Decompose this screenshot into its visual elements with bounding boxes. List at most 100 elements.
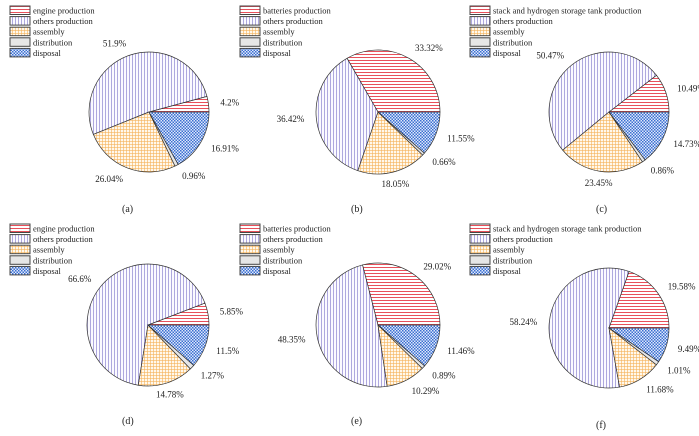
- legend-label-others: others production: [33, 234, 93, 244]
- legend-swatch-others: [9, 16, 31, 26]
- data-label-production: 33.32%: [415, 43, 443, 53]
- legend-label-production: engine production: [33, 224, 95, 234]
- data-label-distribution: 1.01%: [667, 365, 691, 375]
- panel-caption: (f): [596, 420, 606, 431]
- panel-caption: (c): [596, 204, 607, 215]
- legend-swatch-production: [469, 223, 491, 233]
- data-label-assembly: 18.05%: [381, 179, 409, 189]
- legend-label-assembly: assembly: [33, 27, 65, 37]
- data-label-disposal: 11.46%: [447, 346, 475, 356]
- legend-label-assembly: assembly: [263, 245, 295, 255]
- pie-slice-disposal: [377, 324, 441, 367]
- legend-label-disposal: disposal: [263, 266, 292, 276]
- legend-swatch-distribution: [469, 37, 491, 47]
- legend-swatch-disposal: [9, 265, 31, 276]
- legend-swatch-others: [239, 234, 261, 244]
- legend-label-distribution: distribution: [33, 255, 73, 265]
- legend-swatch-distribution: [239, 255, 261, 265]
- legend-swatch-disposal: [469, 265, 491, 276]
- legend-label-production: stack and hydrogen storage tank producti…: [493, 6, 642, 16]
- legend-label-disposal: disposal: [493, 48, 522, 58]
- legend-label-assembly: assembly: [493, 27, 525, 37]
- pie-slice-disposal: [148, 111, 210, 165]
- pie-slice-production: [608, 270, 670, 329]
- pie-slice-production: [346, 49, 441, 113]
- legend-label-disposal: disposal: [33, 266, 62, 276]
- legend-swatch-others: [469, 16, 491, 26]
- pie-slice-others: [86, 263, 206, 386]
- legend-swatch-assembly: [239, 26, 261, 37]
- data-label-distribution: 0.96%: [182, 171, 206, 181]
- data-label-others: 50.47%: [536, 51, 564, 61]
- legend-swatch-production: [9, 223, 31, 233]
- legend-label-disposal: disposal: [493, 266, 522, 276]
- pie-slice-assembly: [137, 324, 191, 387]
- pie-slice-disposal: [607, 327, 670, 363]
- pie-panel-5: 19.58% 58.24% 11.68% 1.01% 9.49% stack and hy…: [469, 223, 699, 431]
- legend-label-others: others production: [263, 16, 323, 26]
- legend-label-assembly: assembly: [33, 245, 65, 255]
- legend-swatch-disposal: [469, 47, 491, 58]
- pie-slice-assembly: [92, 111, 176, 173]
- pie-panel-4: 29.02% 48.35% 10.29% 0.89% 11.46% batteries p…: [239, 223, 475, 427]
- legend-label-others: others production: [263, 234, 323, 244]
- legend-swatch-disposal: [239, 47, 261, 58]
- legend-swatch-distribution: [9, 37, 31, 47]
- legend-label-assembly: assembly: [493, 245, 525, 255]
- pie-slice-assembly: [357, 111, 424, 175]
- legend-swatch-production: [239, 223, 261, 233]
- pie-panel-3: 5.85% 66.6% 14.78% 1.27% 11.5% engine product…: [9, 223, 244, 427]
- legend-label-distribution: distribution: [263, 37, 303, 47]
- legend-label-production: batteries production: [263, 224, 331, 234]
- data-label-others: 36.42%: [277, 114, 305, 124]
- legend-swatch-assembly: [9, 26, 31, 37]
- panel-caption: (d): [122, 416, 134, 427]
- legend-swatch-distribution: [9, 255, 31, 265]
- data-label-distribution: 0.89%: [432, 370, 456, 380]
- data-label-others: 66.6%: [68, 274, 92, 284]
- data-label-assembly: 11.68%: [646, 385, 674, 395]
- legend-swatch-disposal: [239, 265, 261, 276]
- pie-slice-others: [315, 57, 379, 172]
- pie-panel-2: 10.49% 50.47% 23.45% 0.86% 14.73% stack and h…: [469, 5, 699, 215]
- data-label-production: 10.49%: [677, 84, 699, 94]
- data-label-distribution: 1.27%: [201, 370, 225, 380]
- data-label-assembly: 26.04%: [95, 174, 123, 184]
- pie-slice-disposal: [147, 324, 210, 366]
- panel-caption: (b): [351, 204, 363, 215]
- pie-slice-others: [548, 51, 657, 151]
- legend-swatch-disposal: [9, 47, 31, 58]
- data-label-assembly: 10.29%: [412, 386, 440, 396]
- legend-label-assembly: assembly: [263, 27, 295, 37]
- data-label-disposal: 9.49%: [678, 344, 699, 354]
- legend-swatch-others: [9, 234, 31, 244]
- pie-slice-production: [362, 262, 441, 326]
- legend-label-distribution: distribution: [33, 37, 73, 47]
- legend-swatch-distribution: [469, 255, 491, 265]
- legend-swatch-others: [469, 234, 491, 244]
- legend-swatch-production: [469, 5, 491, 15]
- pie-slice-disposal: [608, 111, 670, 161]
- pie-slice-others: [315, 264, 388, 388]
- legend-label-others: others production: [33, 16, 93, 26]
- data-label-production: 5.85%: [220, 307, 244, 317]
- pie-slice-others: [88, 51, 208, 135]
- legend-label-distribution: distribution: [263, 255, 303, 265]
- data-label-disposal: 16.91%: [211, 143, 239, 153]
- pie-slice-others: [548, 267, 630, 389]
- legend-swatch-assembly: [9, 244, 31, 255]
- data-label-others: 48.35%: [278, 335, 306, 345]
- data-label-distribution: 0.66%: [432, 157, 456, 167]
- data-label-others: 58.24%: [509, 317, 537, 327]
- legend-swatch-assembly: [239, 244, 261, 255]
- data-label-assembly: 23.45%: [585, 178, 613, 188]
- data-label-disposal: 14.73%: [673, 139, 699, 149]
- legend-swatch-production: [239, 5, 261, 15]
- legend-swatch-others: [239, 16, 261, 26]
- data-label-distribution: 0.86%: [651, 166, 675, 176]
- pie-slice-disposal: [377, 111, 441, 154]
- legend-swatch-distribution: [239, 37, 261, 47]
- data-label-production: 19.58%: [668, 281, 696, 291]
- pie-panel-1: 33.32% 36.42% 18.05% 0.66% 11.55% batteries p…: [239, 5, 475, 215]
- pie-panel-0: 4.2% 51.9% 26.04% 0.96% 16.91% engine product…: [9, 5, 240, 215]
